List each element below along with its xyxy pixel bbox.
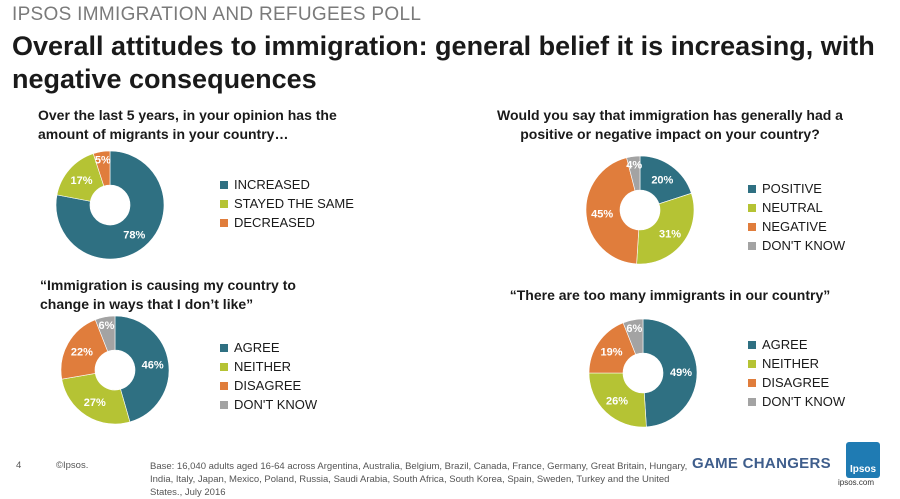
- slice-don-t-know: [622, 318, 644, 355]
- chart-3-legend: AGREE NEITHER DISAGREE DON'T KNOW: [220, 338, 317, 414]
- legend-item: DON'T KNOW: [220, 395, 317, 414]
- legend-item: AGREE: [748, 335, 845, 354]
- legend-label: DISAGREE: [234, 378, 302, 393]
- legend-swatch: [748, 359, 756, 368]
- slice-value-label: 45%: [591, 209, 613, 221]
- legend-swatch: [748, 397, 756, 406]
- slice-value-label: 49%: [670, 367, 692, 379]
- chart-4-legend: AGREE NEITHER DISAGREE DON'T KNOW: [748, 335, 845, 411]
- slice-value-label: 27%: [84, 397, 106, 409]
- slice-value-label: 6%: [626, 323, 642, 335]
- chart-1-legend: INCREASED STAYED THE SAME DECREASED: [220, 175, 354, 232]
- chart-1-question: Over the last 5 years, in your opinion h…: [38, 107, 337, 142]
- slice-value-label: 17%: [70, 175, 92, 187]
- legend-item: NEITHER: [220, 357, 317, 376]
- legend-label: AGREE: [762, 337, 808, 352]
- legend-item: DISAGREE: [220, 376, 317, 395]
- legend-item: DON'T KNOW: [748, 236, 845, 255]
- legend-swatch: [220, 362, 228, 371]
- legend-label: INCREASED: [234, 177, 310, 192]
- slice-disagree: [60, 319, 109, 380]
- slice-agree: [642, 318, 698, 428]
- page-number: 4: [16, 460, 22, 471]
- legend-item: AGREE: [220, 338, 317, 357]
- slice-value-label: 46%: [142, 360, 164, 372]
- slice-agree: [114, 315, 170, 423]
- legend-label: DECREASED: [234, 215, 315, 230]
- legend-label: POSITIVE: [762, 181, 822, 196]
- legend-swatch: [748, 241, 756, 250]
- game-changers-tagline: GAME CHANGERS: [692, 455, 831, 472]
- slice-value-label: 31%: [659, 228, 681, 240]
- legend-swatch: [220, 381, 228, 390]
- legend-label: NEUTRAL: [762, 200, 823, 215]
- legend-swatch: [748, 184, 756, 193]
- legend-label: STAYED THE SAME: [234, 196, 354, 211]
- legend-item: POSITIVE: [748, 179, 845, 198]
- slice-value-label: 19%: [601, 347, 623, 359]
- slice-increased: [55, 150, 165, 260]
- slice-positive: [639, 155, 692, 205]
- legend-swatch: [220, 218, 228, 227]
- chart-2-question: Would you say that immigration has gener…: [497, 107, 843, 142]
- slice-don-t-know: [626, 155, 641, 191]
- slice-neutral: [636, 192, 695, 265]
- slice-value-label: 6%: [99, 320, 115, 332]
- legend-swatch: [220, 400, 228, 409]
- slice-decreased: [92, 150, 111, 187]
- poll-supertitle: IPSOS IMMIGRATION AND REFUGEES POLL: [12, 4, 422, 25]
- legend-swatch: [748, 340, 756, 349]
- legend-item: NEGATIVE: [748, 217, 845, 236]
- chart-3-donut: 46% 27% 22% 6%: [60, 315, 170, 425]
- legend-item: STAYED THE SAME: [220, 194, 354, 213]
- legend-item: INCREASED: [220, 175, 354, 194]
- legend-item: NEITHER: [748, 354, 845, 373]
- legend-label: DON'T KNOW: [762, 238, 846, 253]
- chart-1-donut: 78% 17%5%: [55, 150, 165, 260]
- legend-item: DON'T KNOW: [748, 392, 845, 411]
- slice-value-label: 22%: [71, 346, 93, 358]
- legend-label: DON'T KNOW: [234, 397, 318, 412]
- ipsos-logo: Ipsos: [846, 442, 880, 478]
- legend-swatch: [748, 222, 756, 231]
- slice-neither: [61, 373, 131, 425]
- legend-label: NEITHER: [234, 359, 292, 374]
- legend-label: NEITHER: [762, 356, 820, 371]
- slice-negative: [585, 157, 640, 265]
- legend-swatch: [220, 180, 228, 189]
- legend-swatch: [220, 343, 228, 352]
- legend-swatch: [748, 378, 756, 387]
- legend-label: NEGATIVE: [762, 219, 827, 234]
- slice-value-label: 78%: [123, 229, 145, 241]
- chart-2-donut: 20% 31% 45% 4%: [585, 155, 695, 265]
- chart-4-question: “There are too many immigrants in our co…: [509, 287, 831, 303]
- slice-don-t-know: [94, 315, 116, 352]
- legend-item: DISAGREE: [748, 373, 845, 392]
- legend-item: DECREASED: [220, 213, 354, 232]
- legend-swatch: [220, 199, 228, 208]
- chart-3-question: “Immigration is causing my country to ch…: [40, 277, 296, 312]
- chart-2-legend: POSITIVE NEUTRAL NEGATIVE DON'T KNOW: [748, 179, 845, 255]
- chart-4-donut: 49% 26% 19%6%: [588, 318, 698, 428]
- page-title: Overall attitudes to immigration: genera…: [12, 31, 875, 94]
- copyright: ©Ipsos.: [56, 460, 89, 471]
- base-note: Base: 16,040 adults aged 16-64 across Ar…: [150, 461, 688, 498]
- ipsos-logo-text: Ipsos: [849, 464, 877, 475]
- slice-neither: [588, 372, 647, 428]
- legend-label: AGREE: [234, 340, 280, 355]
- legend-swatch: [748, 203, 756, 212]
- slice-value-label: 5%: [95, 155, 111, 167]
- legend-item: NEUTRAL: [748, 198, 845, 217]
- slice-value-label: 20%: [651, 174, 673, 186]
- legend-label: DISAGREE: [762, 375, 830, 390]
- legend-label: DON'T KNOW: [762, 394, 846, 409]
- slice-value-label: 4%: [626, 159, 642, 171]
- ipsos-url: ipsos.com: [838, 478, 875, 487]
- slice-value-label: 26%: [606, 396, 628, 408]
